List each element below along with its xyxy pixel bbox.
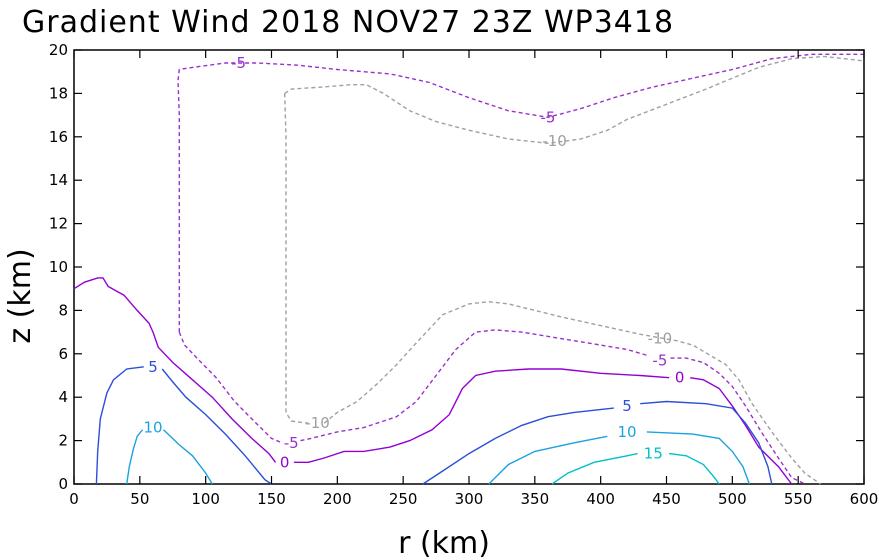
contour-line-10 [126,429,144,485]
y-tick-label: 18 [49,84,68,102]
x-tick-label: 0 [69,490,79,508]
x-tick-label: 250 [389,490,418,508]
x-tick-label: 450 [652,490,681,508]
contour-line-5 [161,368,272,485]
contour-line-10 [488,435,608,485]
x-tick-label: 550 [784,490,813,508]
x-tick-label: 200 [323,490,352,508]
x-tick-label: 150 [257,490,286,508]
contour-line-neg5 [300,329,650,442]
y-tick-label: 14 [49,171,68,189]
contour-line-0 [73,277,277,463]
y-tick-label: 20 [49,41,68,59]
contour-label: 0 [675,369,685,387]
y-tick-label: 2 [58,432,68,450]
contour-line-neg10 [284,55,865,145]
contour-lines [73,53,865,485]
contour-label: -5 [652,351,667,369]
plot-border [73,49,865,485]
contour-label: 15 [644,445,663,463]
x-tick-label: 600 [850,490,879,508]
contour-label: -10 [648,330,673,348]
contour-line-5 [422,407,614,485]
contour-label: -10 [542,132,567,150]
contour-line-neg5 [177,53,864,333]
contour-line-neg10 [284,93,309,424]
y-tick-label: 0 [58,475,68,493]
y-tick-label: 16 [49,128,68,146]
y-tick-label: 4 [58,388,68,406]
x-axis: 0 50 100 150 200 250 300 350 400 450 500 550 600 [69,50,878,508]
x-tick-label: 300 [455,490,484,508]
x-tick-label: 100 [191,490,220,508]
x-tick-label: 350 [521,490,550,508]
y-axis: 0 2 4 6 8 10 12 14 16 18 20 [49,41,864,493]
x-tick-label: 400 [586,490,615,508]
chart-title: Gradient Wind 2018 NOV27 23Z WP3418 [22,5,674,40]
contour-line-neg5 [670,357,806,485]
contour-label: 5 [622,397,632,415]
contour-line-10 [646,431,751,485]
contour-line-10 [163,429,213,485]
contour-label: -10 [305,414,330,432]
contour-label: -5 [231,54,246,72]
contour-label: 10 [143,419,162,437]
contour-line-neg10 [323,300,821,485]
contour-label: 10 [617,423,636,441]
y-tick-label: 10 [49,258,68,276]
contour-line-5 [95,366,144,485]
contour-label: -5 [284,434,299,452]
plot-area [73,49,865,485]
contour-label: 5 [148,358,158,376]
x-tick-label: 500 [718,490,747,508]
contour-line-0 [293,368,670,463]
y-tick-label: 6 [58,345,68,363]
contour-line-5 [640,400,773,485]
y-tick-label: 12 [49,215,68,233]
contour-line-15 [551,452,638,485]
contour-label: -5 [541,108,556,126]
contour-line-neg5 [178,331,283,444]
x-tick-label: 50 [130,490,149,508]
contour-line-0 [690,377,793,485]
y-axis-label: z (km) [3,248,38,343]
contour-line-15 [669,452,720,485]
contour-label: 0 [280,453,290,471]
x-axis-label: r (km) [398,526,490,560]
y-tick-label: 8 [58,301,68,319]
